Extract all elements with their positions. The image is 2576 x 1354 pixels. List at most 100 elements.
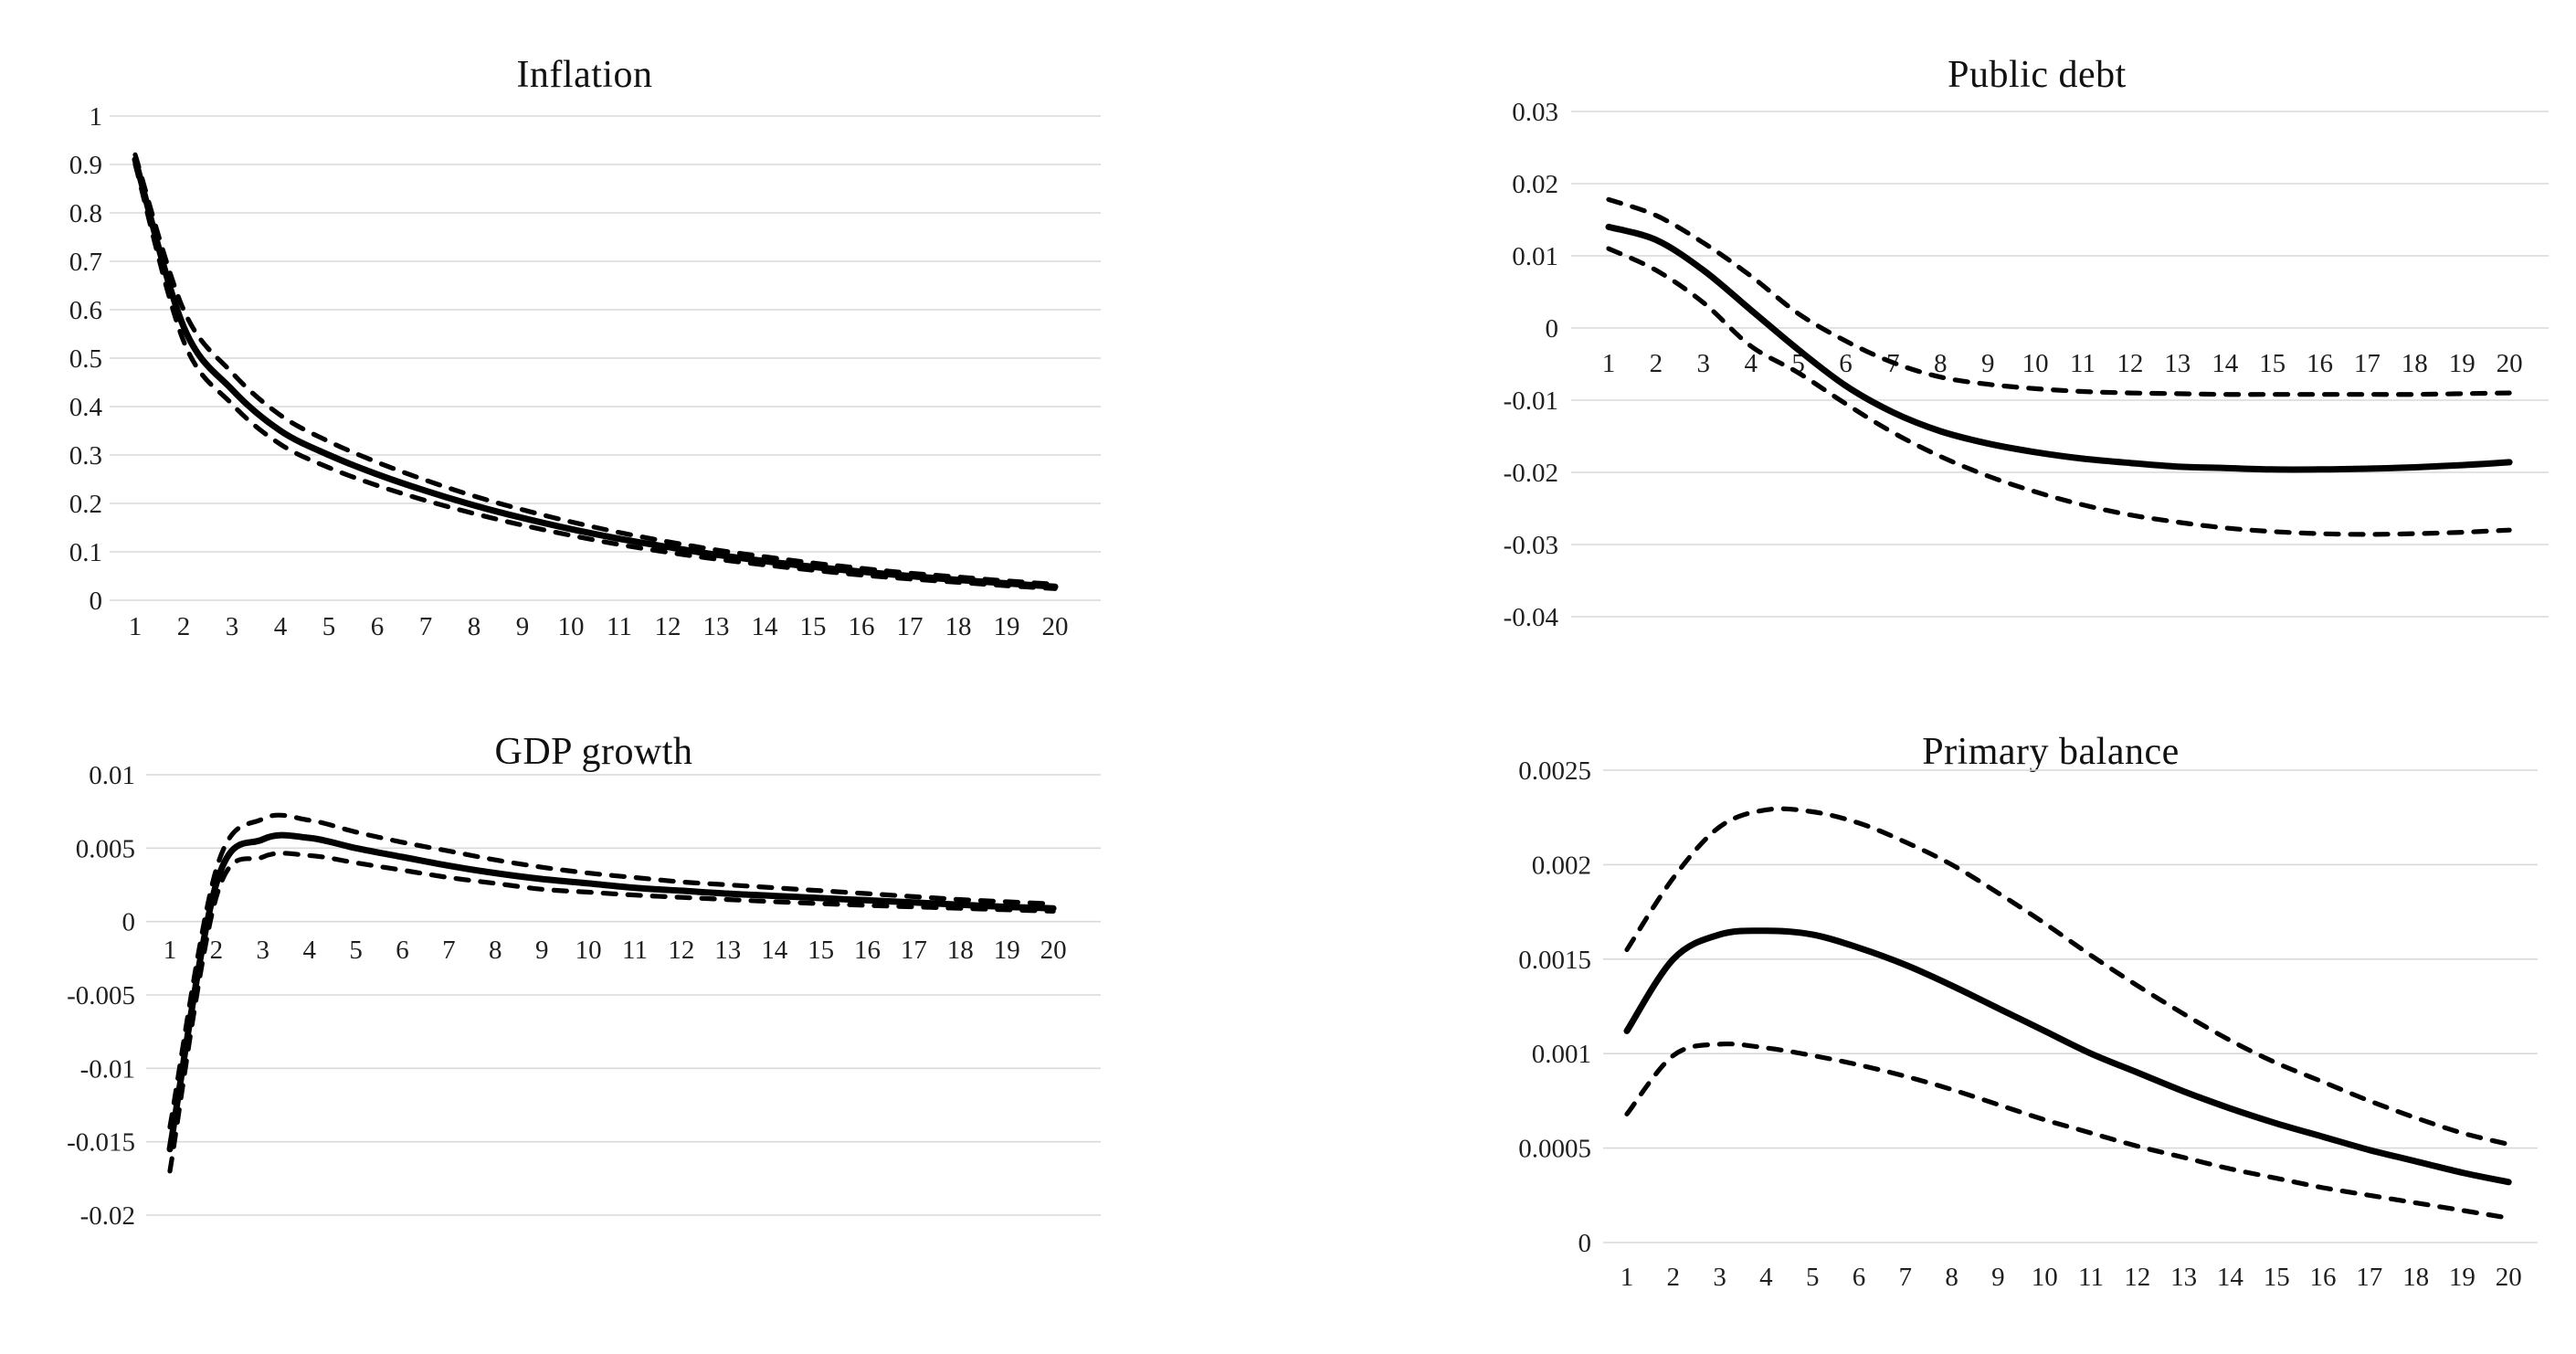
x-tick-label: 13 (714, 936, 741, 965)
y-tick-label: -0.03 (1504, 531, 1558, 560)
x-tick-label: 12 (655, 612, 681, 641)
x-tick-label: 17 (2354, 349, 2381, 378)
x-tick-label: 8 (1934, 349, 1948, 378)
primary-balance-plot-area: 0.0025 0.002 0.0015 0.001 0.0005 0 1 2 3 4 5 6 7 8 9 10… (1288, 677, 2576, 1354)
y-tick-label: -0.01 (1504, 386, 1558, 416)
y-tick-label: 0.03 (1512, 98, 1558, 127)
y-tick-label: -0.02 (1504, 459, 1558, 488)
chart-title: Public debt (1948, 54, 2127, 96)
series-line-upper-band (167, 812, 1056, 1130)
y-tick-label: 0.005 (76, 834, 135, 863)
y-tick-label: 0.001 (1532, 1040, 1591, 1069)
series-line-median (1623, 927, 2512, 1186)
x-tick-label: 16 (2307, 349, 2333, 378)
series-line-lower-band (1606, 246, 2512, 537)
y-tick-label: -0.005 (67, 981, 135, 1010)
x-tick-label: 14 (761, 936, 788, 965)
chart-title: GDP growth (494, 731, 693, 773)
y-tick-label: 0.0015 (1518, 946, 1591, 975)
series-line-median (166, 831, 1057, 1153)
series-line-lower-band (1624, 1041, 2511, 1221)
x-tick-label: 7 (1899, 1263, 1913, 1292)
y-tick-label: 0.7 (69, 248, 102, 277)
chart-primary-balance: Primary balance 0.0025 0.002 0.0015 0.001 0.… (1288, 677, 2576, 1354)
x-tick-label: 16 (849, 612, 875, 641)
y-tick-label: 0 (1546, 314, 1559, 344)
chart-svg: 0.030.020.010-0.01-0.02-0.03-0.041 2 3 4 5 6 7… (1504, 98, 2549, 632)
x-tick-label: 14 (2217, 1263, 2244, 1292)
x-tick-label: 19 (994, 936, 1020, 965)
y-tick-label: 0.3 (69, 441, 102, 471)
y-tick-label: 0 (122, 908, 136, 937)
x-tick-label: 6 (1839, 349, 1853, 378)
y-tick-label: -0.04 (1504, 603, 1559, 632)
x-tick-label: 18 (947, 936, 974, 965)
x-tick-label: 3 (1713, 1263, 1726, 1292)
x-tick-label: 4 (274, 612, 288, 641)
x-tick-label: 19 (2449, 349, 2476, 378)
y-tick-label: -0.01 (80, 1054, 135, 1084)
x-tick-label: 15 (800, 612, 827, 641)
x-tick-label: 4 (302, 936, 316, 965)
series-line-median (1605, 223, 2513, 473)
x-tick-label: 3 (226, 612, 239, 641)
x-tick-label: 10 (558, 612, 585, 641)
y-tick-label: 0.0025 (1518, 756, 1591, 786)
chart-title: Primary balance (1922, 731, 2180, 773)
x-tick-label: 7 (419, 612, 433, 641)
x-tick-label: 15 (2264, 1263, 2290, 1292)
x-tick-label: 17 (901, 936, 927, 965)
x-tick-label: 12 (2117, 349, 2143, 378)
x-tick-label: 17 (897, 612, 924, 641)
x-tick-label: 12 (2124, 1263, 2150, 1292)
x-tick-label: 16 (2310, 1263, 2337, 1292)
y-tick-label: 0 (1578, 1229, 1592, 1258)
x-tick-label: 4 (1759, 1263, 1773, 1292)
x-tick-label: 18 (945, 612, 972, 641)
x-tick-label: 20 (2497, 349, 2523, 378)
x-tick-label: 1 (129, 612, 143, 641)
x-tick-label: 20 (1042, 612, 1069, 641)
x-tick-label: 6 (371, 612, 385, 641)
series-line-lower-band (167, 851, 1056, 1174)
y-tick-label: -0.02 (80, 1201, 135, 1231)
x-tick-label: 5 (349, 936, 363, 965)
x-tick-label: 1 (1602, 349, 1616, 378)
y-tick-label: 0.002 (1532, 851, 1591, 880)
x-tick-label: 15 (808, 936, 834, 965)
x-tick-label: 16 (854, 936, 881, 965)
x-tick-label: 9 (516, 612, 530, 641)
x-tick-label: 8 (489, 936, 502, 965)
y-tick-label: 0.6 (69, 296, 102, 325)
x-tick-label: 8 (468, 612, 481, 641)
y-tick-label: 0.5 (69, 344, 102, 374)
gdp-growth-plot-area: 0.01 0.005 0 -0.005 -0.01 -0.015 -0.02 1 2 3 4 5 6 7 8… (0, 677, 1288, 1354)
y-tick-label: -0.015 (67, 1128, 135, 1158)
x-tick-label: 6 (1853, 1263, 1866, 1292)
inflation-plot-area: 1 0.9 0.8 0.7 0.6 0.5 0.4 0.3 0.2 0.1 0 1 2 3 4 5 6 7 8 9 10… (0, 0, 1288, 677)
y-tick-label: 0.0005 (1518, 1135, 1591, 1164)
y-tick-label: 0.8 (69, 199, 102, 228)
x-tick-label: 13 (2164, 349, 2191, 378)
x-tick-label: 15 (2259, 349, 2286, 378)
x-tick-label: 1 (1621, 1263, 1634, 1292)
x-tick-label: 3 (257, 936, 270, 965)
y-tick-label: 0.01 (1512, 242, 1558, 271)
y-tick-label: 0 (90, 587, 103, 616)
x-tick-label: 1 (164, 936, 177, 965)
x-tick-label: 9 (535, 936, 549, 965)
x-tick-label: 12 (668, 936, 694, 965)
public-debt-plot-area: 0.03 0.02 0.01 0 -0.01 -0.02 -0.03 -0.04 1 2 3 4 5 6 7… (1288, 0, 2576, 677)
series-line-median (132, 156, 1059, 590)
x-tick-label: 20 (2496, 1263, 2522, 1292)
x-tick-label: 17 (2356, 1263, 2382, 1292)
x-tick-label: 9 (1981, 349, 1995, 378)
x-tick-label: 13 (703, 612, 730, 641)
x-tick-label: 14 (752, 612, 779, 641)
chart-gdp-growth: GDP growth 0.01 0.005 0 -0.005 -0.01 -0.015 -0… (0, 677, 1288, 1354)
x-tick-label: 18 (2402, 1263, 2429, 1292)
series-line-upper-band (1606, 196, 2512, 397)
